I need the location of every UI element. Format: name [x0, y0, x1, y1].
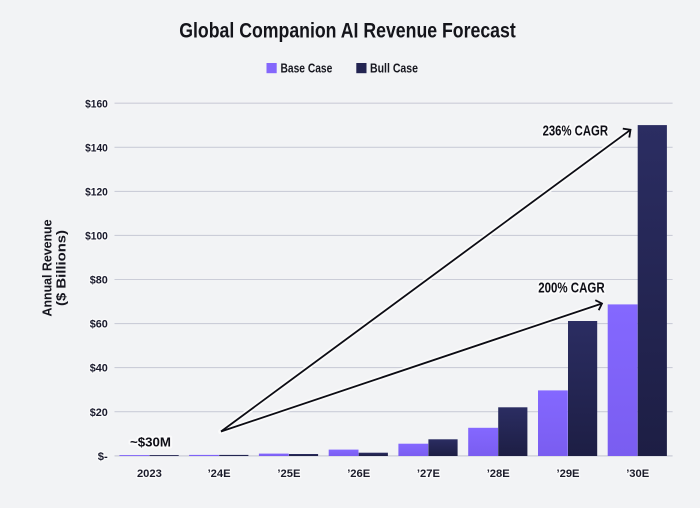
svg-text:’29E: ’29E [556, 468, 580, 480]
svg-text:$80: $80 [90, 275, 108, 287]
svg-text:$160: $160 [85, 98, 108, 110]
svg-text:’27E: ’27E [417, 468, 441, 480]
svg-text:’24E: ’24E [208, 468, 232, 480]
svg-text:Bull Case: Bull Case [370, 61, 418, 76]
svg-text:$120: $120 [85, 187, 108, 199]
svg-text:($ Billions): ($ Billions) [54, 230, 69, 306]
svg-text:$-: $- [98, 451, 108, 463]
svg-text:Annual Revenue: Annual Revenue [40, 220, 55, 317]
svg-text:’30E: ’30E [626, 468, 650, 480]
svg-text:$60: $60 [90, 319, 108, 331]
svg-text:236% CAGR: 236% CAGR [543, 123, 609, 139]
svg-text:$100: $100 [85, 231, 108, 243]
svg-text:$140: $140 [85, 142, 108, 154]
svg-text:200% CAGR: 200% CAGR [538, 280, 605, 296]
svg-text:Base Case: Base Case [281, 61, 333, 76]
svg-text:Global Companion AI Revenue Fo: Global Companion AI Revenue Forecast [179, 20, 516, 43]
svg-text:$20: $20 [90, 407, 108, 419]
svg-text:’28E: ’28E [487, 468, 511, 480]
svg-text:2023: 2023 [137, 468, 162, 480]
svg-text:$40: $40 [90, 363, 108, 375]
svg-text:’25E: ’25E [277, 468, 301, 480]
svg-text:~$30M: ~$30M [130, 434, 171, 449]
svg-text:’26E: ’26E [347, 468, 371, 480]
